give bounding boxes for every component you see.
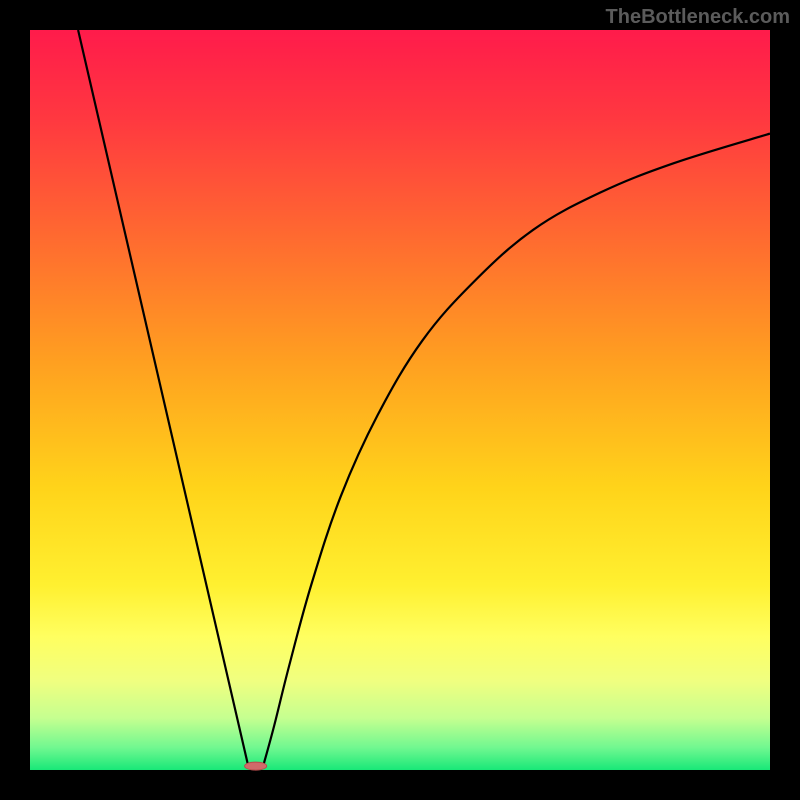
chart-container: TheBottleneck.com (0, 0, 800, 800)
watermark-text: TheBottleneck.com (606, 6, 790, 29)
left-branch-line (78, 30, 248, 766)
plot-area (30, 30, 770, 770)
right-branch-curve (263, 134, 770, 767)
chart-curves (30, 30, 770, 770)
minimum-marker (244, 762, 268, 771)
